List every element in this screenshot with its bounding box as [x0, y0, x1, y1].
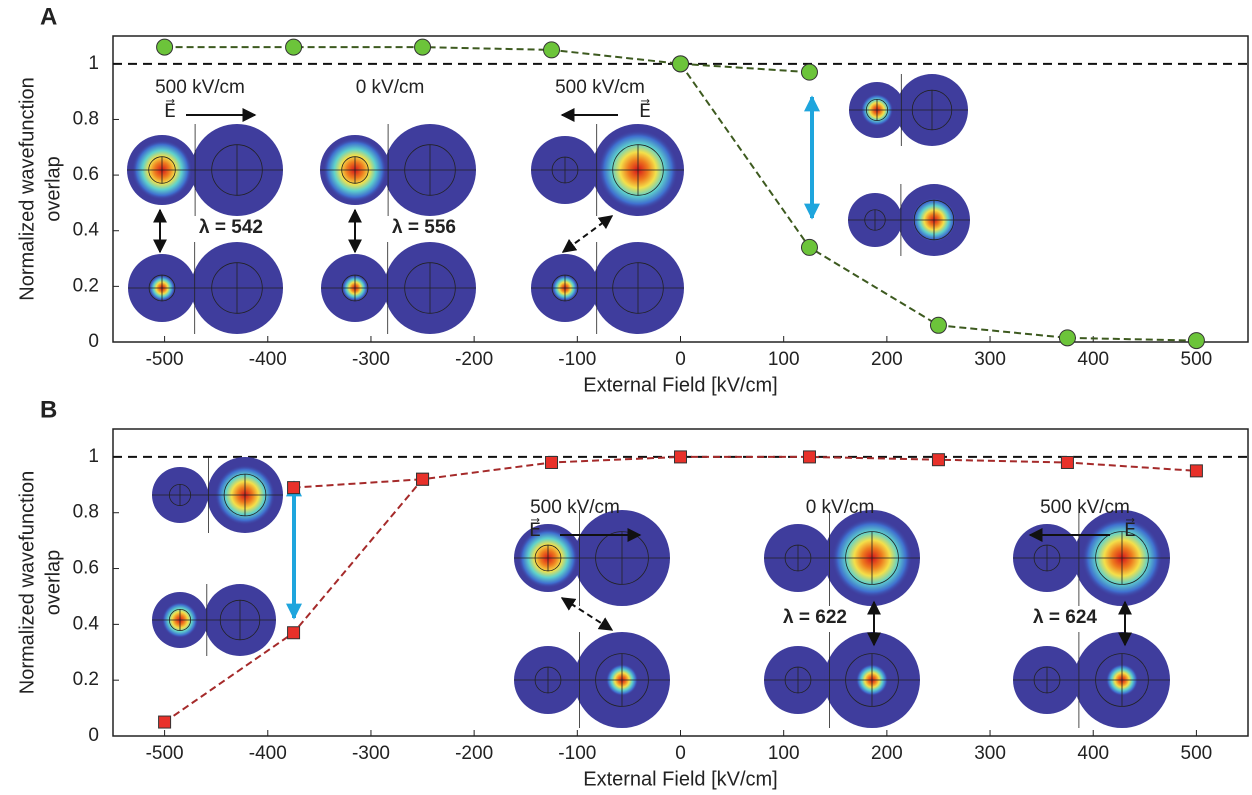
x-axis-label: External Field [kV/cm]: [583, 768, 778, 790]
marker: [673, 56, 689, 72]
x-tick-label: -100: [558, 349, 596, 370]
marker: [288, 482, 300, 494]
y-axis-label: overlap: [42, 156, 64, 222]
marker: [1190, 465, 1202, 477]
wavefunction-inset: [321, 242, 476, 334]
x-tick-label: 400: [1077, 349, 1109, 370]
annotation: 500 kV/cm: [155, 77, 245, 98]
x-tick-label: 300: [974, 349, 1006, 370]
marker: [417, 473, 429, 485]
wavefunction-inset: [764, 632, 920, 728]
marker: [932, 454, 944, 466]
annotation: λ = 542: [199, 217, 263, 238]
x-tick-label: -200: [455, 743, 493, 764]
series-line: [165, 47, 810, 72]
marker: [1061, 456, 1073, 468]
marker: [930, 317, 946, 333]
figure: ANormalized wavefunctionoverlapExternal …: [0, 0, 1252, 795]
x-tick-label: 100: [768, 349, 800, 370]
y-tick-label: 0.4: [73, 220, 100, 241]
marker: [286, 39, 302, 55]
marker: [801, 239, 817, 255]
x-tick-label: 0: [675, 743, 686, 764]
y-tick-label: 0.8: [73, 502, 99, 523]
wavefunction-inset: [849, 74, 968, 146]
x-tick-label: -100: [558, 743, 596, 764]
y-tick-label: 0.4: [73, 613, 100, 634]
wavefunction-inset: [320, 124, 476, 216]
panel-label: B: [40, 396, 57, 423]
series-line: [294, 479, 423, 487]
marker: [1059, 330, 1075, 346]
x-tick-label: -400: [249, 349, 287, 370]
x-tick-label: -200: [455, 349, 493, 370]
marker: [544, 42, 560, 58]
marker: [415, 39, 431, 55]
y-tick-label: 0.6: [73, 558, 99, 579]
y-tick-label: 0.2: [73, 275, 99, 296]
x-tick-label: 100: [768, 743, 800, 764]
y-tick-label: 0.8: [73, 108, 99, 129]
x-tick-label: 400: [1077, 743, 1109, 764]
x-axis-label: External Field [kV/cm]: [583, 374, 778, 396]
x-tick-label: 300: [974, 743, 1006, 764]
x-tick-label: 0: [675, 349, 686, 370]
y-axis-label: Normalized wavefunction: [16, 77, 38, 300]
marker: [801, 64, 817, 80]
x-tick-label: 500: [1181, 349, 1213, 370]
annotation: 500 kV/cm: [1040, 497, 1130, 518]
arrow: [562, 598, 612, 630]
wavefunction-inset: [848, 184, 970, 256]
x-tick-label: 200: [871, 743, 903, 764]
wavefunction-inset: [152, 457, 283, 533]
marker: [675, 451, 687, 463]
annotation: λ = 624: [1033, 607, 1097, 628]
wavefunction-inset: [531, 242, 684, 334]
marker: [803, 451, 815, 463]
y-tick-label: 0: [88, 331, 99, 352]
y-axis-label: Normalized wavefunction: [16, 471, 38, 694]
y-tick-label: 0: [88, 725, 99, 746]
y-tick-label: 0.2: [73, 669, 99, 690]
y-axis-label: overlap: [42, 550, 64, 616]
x-tick-label: 500: [1181, 743, 1213, 764]
annotation: E⃗: [1124, 518, 1136, 541]
annotation: λ = 556: [392, 217, 456, 238]
x-tick-label: -500: [146, 743, 184, 764]
x-tick-label: -500: [146, 349, 184, 370]
annotation: 500 kV/cm: [555, 77, 645, 98]
marker: [288, 627, 300, 639]
wavefunction-inset: [764, 510, 920, 606]
annotation: λ = 622: [783, 607, 847, 628]
annotation: 500 kV/cm: [530, 497, 620, 518]
annotation: 0 kV/cm: [806, 497, 875, 518]
arrow: [563, 216, 612, 252]
y-tick-label: 0.6: [73, 164, 99, 185]
wavefunction-inset: [128, 242, 283, 334]
y-tick-label: 1: [88, 53, 99, 74]
y-tick-label: 1: [88, 446, 99, 467]
wavefunction-inset: [531, 124, 684, 216]
wavefunction-inset: [514, 632, 670, 728]
wavefunction-inset: [1013, 632, 1170, 728]
x-tick-label: -300: [352, 743, 390, 764]
annotation: 0 kV/cm: [356, 77, 425, 98]
x-tick-label: -400: [249, 743, 287, 764]
wavefunction-inset: [152, 584, 276, 656]
panel-label: A: [40, 3, 57, 30]
x-tick-label: 200: [871, 349, 903, 370]
marker: [1188, 333, 1204, 349]
wavefunction-inset: [1013, 510, 1170, 606]
wavefunction-inset: [127, 124, 283, 216]
marker: [546, 456, 558, 468]
marker: [157, 39, 173, 55]
annotation: E⃗: [529, 518, 541, 541]
marker: [159, 716, 171, 728]
annotation: E⃗: [164, 99, 176, 122]
annotation: E⃗: [639, 99, 651, 122]
x-tick-label: -300: [352, 349, 390, 370]
